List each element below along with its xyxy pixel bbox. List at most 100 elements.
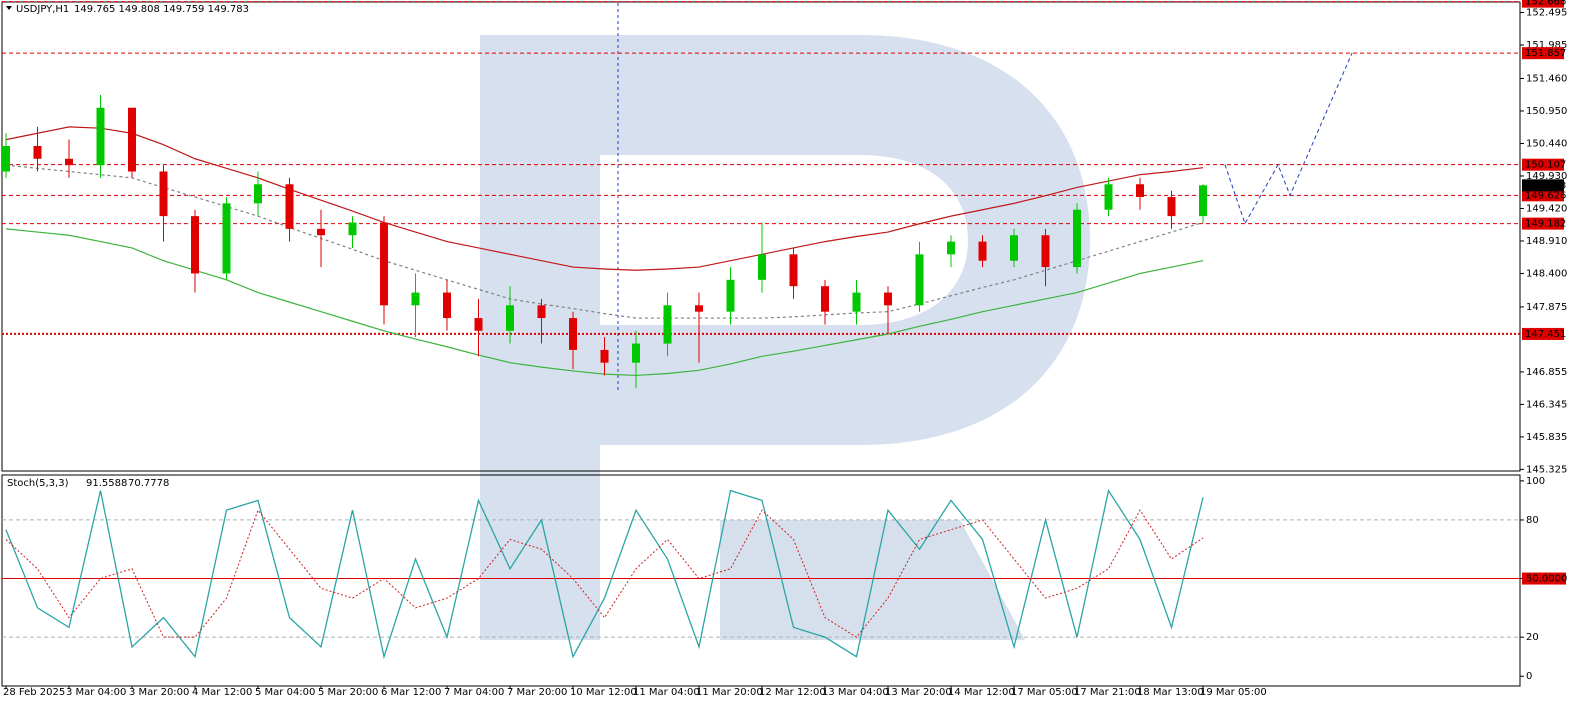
y-tick-label: 149.420 xyxy=(1526,203,1567,214)
x-tick-label: 12 Mar 12:00 xyxy=(759,687,826,698)
x-tick-label: 28 Feb 2025 xyxy=(3,687,65,698)
quote: 149.765 149.808 149.759 149.783 xyxy=(74,4,249,15)
candle-body xyxy=(695,305,703,312)
stoch-main-readout: 91.5588 xyxy=(86,478,127,489)
candle-body xyxy=(726,279,735,312)
level-label-box xyxy=(1522,572,1566,585)
y-tick-label: 146.345 xyxy=(1526,399,1567,410)
x-tick-label: 18 Mar 13:00 xyxy=(1137,687,1204,698)
level-label-box xyxy=(1522,189,1564,202)
candle-body xyxy=(506,305,514,331)
stoch-main xyxy=(5,488,1204,660)
candle-body xyxy=(600,349,609,363)
menu-arrow xyxy=(6,6,12,10)
x-tick-label: 3 Mar 04:00 xyxy=(66,687,126,698)
candle-body xyxy=(1041,235,1050,268)
x-tick-label: 7 Mar 20:00 xyxy=(507,687,567,698)
candle-body xyxy=(915,254,924,306)
x-tick-label: 5 Mar 20:00 xyxy=(318,687,378,698)
x-tick-label: 13 Mar 20:00 xyxy=(885,687,952,698)
level-label-box xyxy=(1522,327,1564,340)
candle-body xyxy=(222,203,231,274)
candle-body xyxy=(65,158,73,166)
y-tick-label: 147.875 xyxy=(1526,302,1567,313)
stoch-title: Stoch(5,3,3) xyxy=(7,478,69,489)
y-tick-label: 0 xyxy=(1526,671,1532,682)
candle-body xyxy=(978,241,987,261)
current-price-box xyxy=(1522,179,1564,192)
level-label: 150.107 xyxy=(1525,160,1566,171)
stoch-signal-readout: 70.7778 xyxy=(128,478,169,489)
candle-body xyxy=(758,254,766,280)
y-tick-label: 150.440 xyxy=(1526,138,1567,149)
y-tick-label: 145.835 xyxy=(1526,432,1567,443)
candle-body xyxy=(474,318,483,331)
y-tick-label: 152.495 xyxy=(1526,8,1567,19)
y-tick-label: 151.460 xyxy=(1526,73,1567,84)
candle-body xyxy=(1199,185,1207,217)
candle-body xyxy=(663,305,672,344)
x-tick-label: 17 Mar 05:00 xyxy=(1011,687,1078,698)
stoch-signal xyxy=(5,509,1204,638)
x-tick-label: 7 Mar 04:00 xyxy=(444,687,504,698)
level-label: 147.451 xyxy=(1525,329,1566,340)
candle-body xyxy=(348,222,357,236)
candle-body xyxy=(537,305,546,319)
candle-body xyxy=(2,146,10,172)
candle-body xyxy=(1167,196,1176,217)
candle-body xyxy=(33,146,42,159)
x-tick-label: 5 Mar 04:00 xyxy=(255,687,315,698)
candle-body xyxy=(569,318,577,350)
candle-body xyxy=(632,343,640,363)
candle-body xyxy=(254,184,262,204)
y-tick-label: 148.400 xyxy=(1526,268,1567,279)
level-label-box xyxy=(1522,0,1564,8)
current-price-label: 149.783 xyxy=(1525,180,1566,191)
candle-body xyxy=(884,292,892,306)
x-tick-label: 14 Mar 12:00 xyxy=(948,687,1015,698)
y-tick-label: 100 xyxy=(1526,476,1545,487)
candle-body xyxy=(789,254,798,287)
level-label-box xyxy=(1522,158,1564,171)
y-tick-label: 150.950 xyxy=(1526,106,1567,117)
y-tick-label: 149.930 xyxy=(1526,171,1567,182)
candle-body xyxy=(1104,184,1113,210)
level-label: 149.182 xyxy=(1525,219,1566,230)
x-tick-label: 6 Mar 12:00 xyxy=(381,687,441,698)
candle-body xyxy=(947,241,955,255)
candle-body xyxy=(443,292,451,319)
y-tick-label: 148.910 xyxy=(1526,236,1567,247)
y-tick-label: 20 xyxy=(1526,632,1539,643)
candle-body xyxy=(128,107,136,172)
candle-body xyxy=(411,292,420,306)
y-tick-label: 146.855 xyxy=(1526,367,1567,378)
x-tick-label: 11 Mar 20:00 xyxy=(696,687,763,698)
stoch-panel xyxy=(1,474,1521,687)
y-tick-label: 50.0000 xyxy=(1526,574,1567,585)
y-tick-label: 145.325 xyxy=(1526,464,1567,475)
candle-body xyxy=(1136,184,1144,197)
candle-body xyxy=(821,286,829,312)
x-tick-label: 19 Mar 05:00 xyxy=(1200,687,1267,698)
moving-average xyxy=(5,126,1204,271)
candle-body xyxy=(1010,235,1018,261)
candle-body xyxy=(285,184,294,229)
candle-body xyxy=(380,222,388,306)
moving-average xyxy=(5,164,1204,319)
level-label: 152.666 xyxy=(1525,0,1566,8)
candle-body xyxy=(1073,209,1081,268)
candle-body xyxy=(317,228,325,236)
x-tick-label: 10 Mar 12:00 xyxy=(570,687,637,698)
level-label: 149.626 xyxy=(1525,190,1566,201)
candle-body xyxy=(159,171,168,217)
x-tick-label: 11 Mar 04:00 xyxy=(633,687,700,698)
x-tick-label: 4 Mar 12:00 xyxy=(192,687,252,698)
candle-body xyxy=(852,292,861,312)
level-label-box xyxy=(1522,217,1564,230)
level-label: 151.857 xyxy=(1525,48,1566,59)
candle-body xyxy=(191,216,199,274)
y-tick-label: 151.985 xyxy=(1526,40,1567,51)
x-tick-label: 13 Mar 04:00 xyxy=(822,687,889,698)
level-label-box xyxy=(1522,47,1564,60)
